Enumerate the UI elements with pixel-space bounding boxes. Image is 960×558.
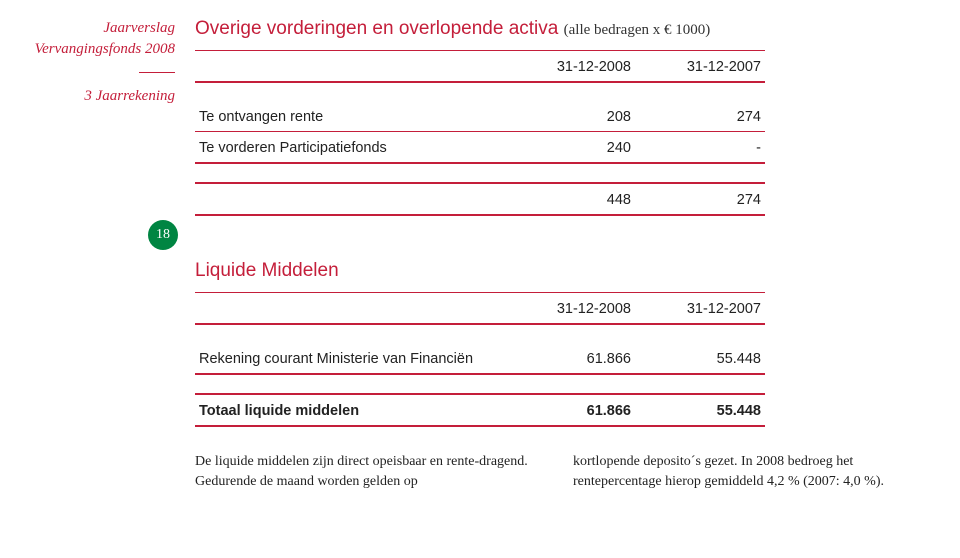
total-val1: 448	[505, 184, 635, 214]
row-val1: 240	[505, 132, 635, 162]
table-total-row: 448 274	[195, 182, 765, 216]
table-row: Te ontvangen rente 208 274	[195, 101, 765, 132]
row-val2: -	[635, 132, 765, 162]
row-val2: 55.448	[635, 343, 765, 373]
total-val1: 61.866	[505, 395, 635, 425]
total-spacer	[195, 184, 505, 214]
section1-note: (alle bedragen x € 1000)	[564, 22, 711, 38]
row-label: Te vorderen Participatiefonds	[195, 132, 505, 162]
report-title-1: Jaarverslag	[0, 18, 175, 39]
total-label: Totaal liquide middelen	[195, 395, 505, 425]
body-col-right: kortlopende deposito´s gezet. In 2008 be…	[573, 452, 925, 493]
header-col1: 31-12-2008	[505, 51, 635, 81]
row-val1: 61.866	[505, 343, 635, 373]
left-sidebar: Jaarverslag Vervangingsfonds 2008 3 Jaar…	[0, 18, 175, 107]
section1-title: Overige vorderingen en overlopende activ…	[195, 18, 940, 40]
table-header-row: 31-12-2008 31-12-2007	[195, 50, 765, 83]
table-row: Te vorderen Participatiefonds 240 -	[195, 132, 765, 164]
header-col2: 31-12-2007	[635, 293, 765, 323]
body-col-left: De liquide middelen zijn direct opeisbaa…	[195, 452, 547, 493]
row-label: Rekening courant Ministerie van Financië…	[195, 343, 505, 373]
section2-title: Liquide Middelen	[195, 260, 940, 282]
report-title-2: Vervangingsfonds 2008	[0, 39, 175, 60]
section1-table: 31-12-2008 31-12-2007 Te ontvangen rente…	[195, 50, 765, 216]
main-content: Overige vorderingen en overlopende activ…	[195, 18, 940, 427]
table-total-row: Totaal liquide middelen 61.866 55.448	[195, 393, 765, 427]
section2-table: 31-12-2008 31-12-2007 Rekening courant M…	[195, 292, 765, 427]
row-val2: 274	[635, 101, 765, 131]
section2-title-text: Liquide Middelen	[195, 260, 339, 281]
row-val1: 208	[505, 101, 635, 131]
header-spacer	[195, 51, 505, 81]
total-val2: 55.448	[635, 395, 765, 425]
header-spacer	[195, 293, 505, 323]
page-number-badge: 18	[148, 220, 178, 250]
table-header-row: 31-12-2008 31-12-2007	[195, 292, 765, 325]
total-val2: 274	[635, 184, 765, 214]
table-row: Rekening courant Ministerie van Financië…	[195, 343, 765, 375]
body-text-columns: De liquide middelen zijn direct opeisbaa…	[195, 452, 940, 493]
section1-title-text: Overige vorderingen en overlopende activ…	[195, 18, 558, 39]
row-label: Te ontvangen rente	[195, 101, 505, 131]
sidebar-divider	[139, 72, 175, 73]
header-col2: 31-12-2007	[635, 51, 765, 81]
report-subtitle: 3 Jaarrekening	[0, 86, 175, 107]
header-col1: 31-12-2008	[505, 293, 635, 323]
